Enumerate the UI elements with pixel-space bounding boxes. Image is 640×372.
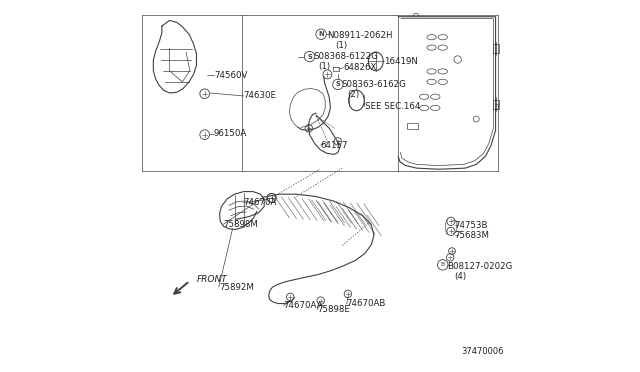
- Text: (2): (2): [347, 90, 359, 99]
- Text: S: S: [335, 81, 340, 87]
- Text: S08368-6122G: S08368-6122G: [314, 52, 378, 61]
- Text: 74560V: 74560V: [214, 71, 247, 80]
- Text: SEE SEC.164: SEE SEC.164: [365, 102, 420, 110]
- Text: (1): (1): [335, 41, 347, 50]
- Text: 74630E: 74630E: [244, 92, 276, 100]
- Text: S08363-6162G: S08363-6162G: [342, 80, 406, 89]
- Text: (4): (4): [454, 272, 466, 280]
- Text: 75898M: 75898M: [223, 220, 258, 229]
- Text: B: B: [440, 262, 445, 267]
- Text: 74670AA: 74670AA: [284, 301, 323, 310]
- Text: S: S: [307, 54, 312, 60]
- Text: 64157: 64157: [321, 141, 348, 150]
- Text: 75683M: 75683M: [454, 231, 490, 240]
- Text: FRONT: FRONT: [196, 275, 227, 284]
- Text: 16419N: 16419N: [385, 57, 418, 66]
- Text: 74753B: 74753B: [454, 221, 488, 230]
- Text: 75892M: 75892M: [219, 283, 253, 292]
- Bar: [408, 123, 418, 129]
- Text: 64826X: 64826X: [344, 63, 377, 72]
- Text: 96150A: 96150A: [214, 129, 247, 138]
- Text: N: N: [318, 31, 324, 37]
- Text: B08127-0202G: B08127-0202G: [447, 262, 513, 271]
- Text: 74670A: 74670A: [243, 198, 276, 207]
- Text: 75898E: 75898E: [317, 305, 350, 314]
- Text: 74670AB: 74670AB: [347, 299, 386, 308]
- Text: 37470006: 37470006: [461, 347, 504, 356]
- Text: (1): (1): [318, 62, 330, 71]
- Text: N08911-2062H: N08911-2062H: [328, 31, 393, 40]
